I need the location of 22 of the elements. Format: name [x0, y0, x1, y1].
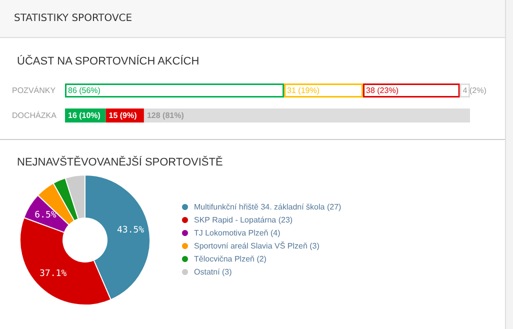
- data-label: 4 (2%): [462, 86, 487, 95]
- chart-title: NEJNAVŠTĚVOVANĚJŠÍ SPORTOVIŠTĚ: [17, 156, 223, 168]
- data-label: 43.5%: [116, 226, 145, 236]
- data-label: 37.1%: [40, 268, 68, 279]
- data-label: 31 (19%): [287, 86, 320, 95]
- legend-label: Tělocvična Plzeň (2): [194, 254, 267, 264]
- y-tick-label: DOCHÁZKA: [12, 111, 58, 120]
- legend-label: Sportovní areál Slavia VŠ Plzeň (3): [194, 242, 320, 250]
- legend-label: Multifunkční hřiště 34. základní škola (27): [194, 202, 342, 212]
- legend-label: SKP Rapid - Lopatárna (23): [194, 216, 293, 224]
- data-label: 15 (9%): [108, 111, 138, 120]
- chart-title: ÚČAST NA SPORTOVNÍCH AKCÍCH: [17, 54, 200, 68]
- legend-label: TJ Lokomotiva Plzeň (4): [194, 228, 281, 238]
- data-label: 6.5%: [34, 210, 57, 220]
- data-label: 128 (81%): [146, 111, 184, 120]
- data-label: 86 (56%): [68, 86, 101, 95]
- data-label: 16 (10%): [68, 111, 101, 120]
- bar: [144, 108, 470, 122]
- legend-label: Ostatní (3): [194, 268, 232, 276]
- text: STATISTIKY SPORTOVCE: [0, 0, 505, 38]
- data-label: 38 (23%): [366, 86, 399, 95]
- y-tick-label: POZVÁNKY: [12, 86, 56, 95]
